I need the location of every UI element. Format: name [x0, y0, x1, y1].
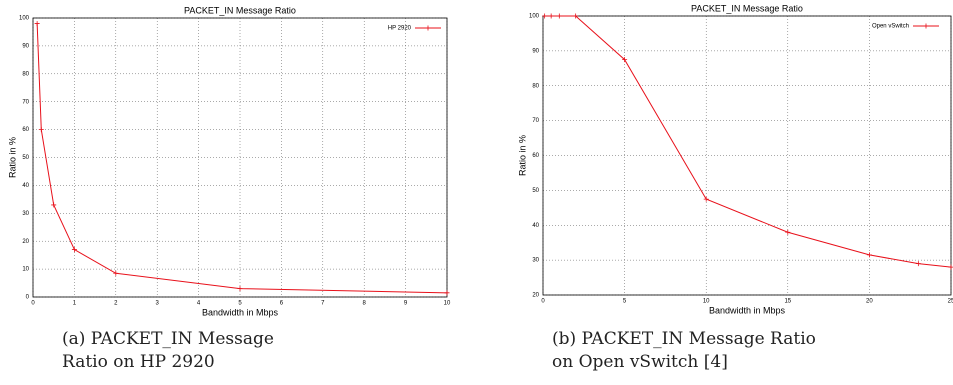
x-tick-label: 2: [114, 301, 118, 307]
point: [866, 252, 872, 258]
y-tick-label: 10: [22, 267, 29, 273]
y-tick-label: 60: [532, 153, 539, 159]
chart-title: PACKET_IN Message Ratio: [184, 5, 296, 15]
y-tick-label: 70: [532, 118, 539, 124]
x-tick-label: 10: [703, 299, 710, 305]
caption: (b) PACKET_IN Message Ratio on Open vSwi…: [552, 329, 816, 372]
y-tick-label: 80: [532, 83, 539, 89]
x-tick-label: 15: [784, 299, 791, 305]
point: [915, 261, 921, 267]
x-tick-label: 8: [363, 301, 367, 307]
y-tick-label: 50: [22, 155, 29, 161]
x-tick-label: 4: [197, 301, 201, 307]
point: [71, 247, 77, 253]
y-tick-label: 20: [22, 239, 29, 245]
x-tick-label: 20: [866, 299, 873, 305]
y-tick-label: 40: [532, 223, 539, 229]
point: [556, 13, 562, 19]
x-tick-label: 7: [321, 301, 325, 307]
y-tick-label: 100: [19, 16, 30, 22]
point: [703, 196, 709, 202]
point: [948, 264, 953, 270]
point: [113, 270, 119, 276]
point: [542, 13, 548, 19]
y-tick-label: 90: [22, 43, 29, 49]
caption: (a) PACKET_IN Message Ratio on HP 2920: [62, 329, 274, 372]
y-tick-label: 30: [22, 211, 29, 217]
y-axis-label: Ratio in %: [7, 137, 17, 178]
y-tick-label: 50: [532, 188, 539, 194]
y-tick-label: 30: [532, 258, 539, 264]
point: [444, 290, 450, 296]
x-axis-label: Bandwidth in Mbps: [709, 305, 786, 315]
y-tick-label: 100: [529, 14, 540, 20]
chart-title: PACKET_IN Message Ratio: [691, 3, 803, 13]
x-tick-label: 0: [31, 301, 35, 307]
x-tick-label: 0: [541, 299, 545, 305]
point: [237, 286, 243, 292]
y-tick-label: 60: [22, 127, 29, 133]
y-tick-label: 80: [22, 71, 29, 77]
chart: PACKET_IN Message Ratio Bandwidth in Mbps…: [7, 5, 451, 317]
point: [34, 21, 40, 27]
point: [573, 13, 579, 19]
x-tick-label: 10: [444, 301, 451, 307]
y-axis-label: Ratio in %: [517, 135, 527, 176]
y-tick-label: 90: [532, 48, 539, 54]
point: [785, 229, 791, 235]
x-axis-label: Bandwidth in Mbps: [202, 307, 279, 317]
x-tick-label: 3: [156, 301, 160, 307]
plot-frame: [32, 17, 448, 298]
plot-frame: [542, 15, 952, 296]
x-tick-label: 5: [238, 301, 242, 307]
point: [622, 57, 628, 63]
y-tick-label: 0: [26, 295, 30, 301]
chart: PACKET_IN Message Ratio Bandwidth in Mbps…: [517, 3, 953, 315]
x-tick-label: 9: [404, 301, 408, 307]
y-tick-label: 40: [22, 183, 29, 189]
legend-marker: [923, 23, 929, 29]
legend-marker: [425, 25, 431, 31]
line: [544, 15, 952, 268]
point: [548, 13, 554, 19]
line: [36, 23, 448, 294]
x-tick-label: 1: [73, 301, 77, 307]
x-tick-label: 5: [623, 299, 627, 305]
x-tick-label: 6: [280, 301, 284, 307]
point: [38, 127, 44, 133]
y-tick-label: 20: [532, 293, 539, 299]
y-tick-label: 70: [22, 99, 29, 105]
legend-label: Open vSwitch: [872, 24, 909, 30]
legend-label: HP 2920: [388, 26, 412, 32]
x-tick-label: 25: [948, 299, 953, 305]
point: [51, 202, 57, 208]
